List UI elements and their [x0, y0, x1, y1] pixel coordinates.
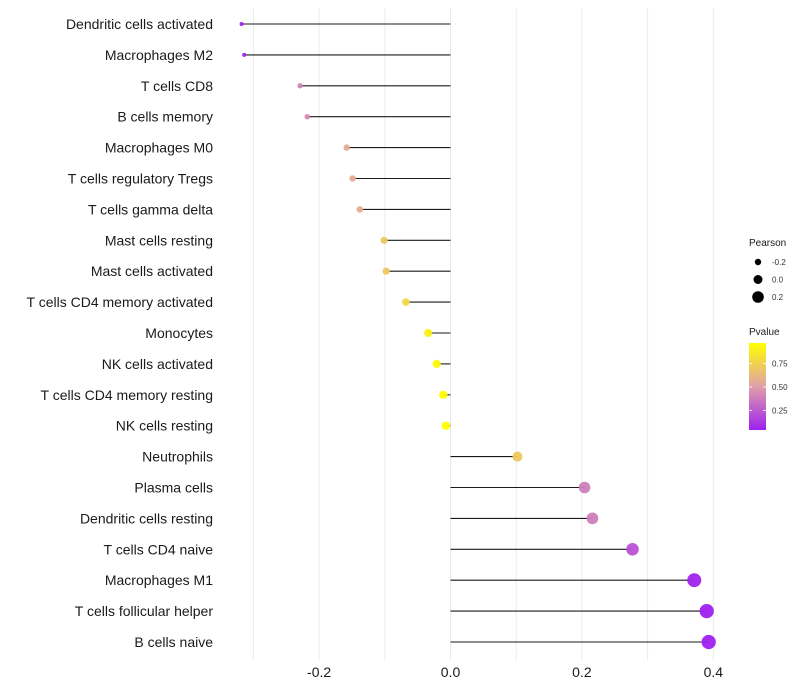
legend-pvalue-title: Pvalue	[749, 327, 780, 338]
y-axis-label: T cells CD4 memory activated	[27, 294, 213, 310]
y-axis-label: Dendritic cells resting	[80, 510, 213, 526]
legend-size-label: -0.2	[772, 258, 786, 267]
legend-size-label: 0.2	[772, 293, 784, 302]
legend-size-key	[753, 275, 763, 284]
lollipop-point	[343, 144, 350, 151]
y-axis-label: Macrophages M2	[105, 47, 213, 63]
segments	[241, 23, 709, 643]
x-tick-label: 0.4	[704, 664, 724, 680]
y-axis-label: T cells CD8	[141, 78, 213, 94]
y-axis-label: NK cells resting	[116, 418, 213, 434]
y-axis-label: T cells CD4 naive	[104, 541, 214, 557]
y-axis-label: B cells memory	[117, 109, 213, 125]
colorbar-tick-label: 0.75	[772, 360, 788, 369]
legend-pvalue: Pvalue 0.75 0.50 0.25	[749, 327, 788, 430]
x-tick-label: 0.0	[441, 664, 461, 680]
lollipop-point	[424, 328, 433, 338]
y-axis-label: Plasma cells	[134, 480, 213, 496]
grid-lines	[252, 8, 714, 660]
legend-size-key	[754, 258, 762, 266]
lollipop-point	[432, 359, 441, 369]
y-axis-label: Dendritic cells activated	[66, 16, 213, 32]
lollipop-point	[439, 390, 448, 400]
lollipop-point	[382, 267, 390, 275]
lollipop-point	[441, 421, 451, 430]
lollipop-point	[304, 113, 311, 120]
points	[239, 21, 716, 650]
lollipop-point	[380, 236, 388, 244]
y-axis-label: Monocytes	[145, 325, 213, 341]
lollipop-point	[586, 512, 599, 525]
lollipop-point	[699, 603, 714, 619]
lollipop-point	[402, 298, 410, 306]
x-tick-label: 0.2	[572, 664, 592, 680]
legend-size-label: 0.0	[772, 276, 784, 285]
lollipop-point	[239, 21, 244, 27]
lollipop-point	[578, 481, 591, 494]
legend-pearson: Pearson -0.2 0.0 0.2	[749, 238, 786, 303]
colorbar-tick-label: 0.50	[772, 383, 788, 392]
y-axis-label: B cells naive	[134, 634, 213, 650]
y-axis-label: Mast cells resting	[105, 232, 213, 248]
y-axis-label: Macrophages M1	[105, 572, 213, 588]
colorbar-tick-label: 0.25	[772, 406, 788, 415]
lollipop-point	[701, 634, 716, 650]
y-axis-label: NK cells activated	[102, 356, 213, 372]
y-axis-labels: Dendritic cells activated Macrophages M2 T…	[27, 16, 214, 650]
y-axis-label: T cells follicular helper	[75, 603, 214, 619]
legend-size-key	[752, 291, 764, 303]
lollipop-point	[297, 83, 303, 89]
x-axis-tick-labels: -0.2 0.0 0.2 0.4	[307, 664, 723, 680]
y-axis-label: T cells CD4 memory resting	[41, 387, 213, 403]
lollipop-point	[687, 573, 702, 588]
lollipop-point	[626, 542, 639, 556]
lollipop-point	[349, 175, 356, 182]
y-axis-label: Macrophages M0	[105, 140, 213, 156]
x-tick-label: -0.2	[307, 664, 331, 680]
y-axis-label: Neutrophils	[142, 449, 213, 465]
lollipop-point	[512, 451, 523, 462]
y-axis-label: T cells gamma delta	[88, 201, 213, 217]
pvalue-colorbar	[749, 343, 766, 430]
y-axis-label: Mast cells activated	[91, 263, 213, 279]
legend-pearson-title: Pearson	[749, 238, 786, 249]
lollipop-point	[356, 206, 364, 213]
lollipop-point	[242, 52, 247, 57]
y-axis-label: T cells regulatory Tregs	[68, 171, 213, 187]
